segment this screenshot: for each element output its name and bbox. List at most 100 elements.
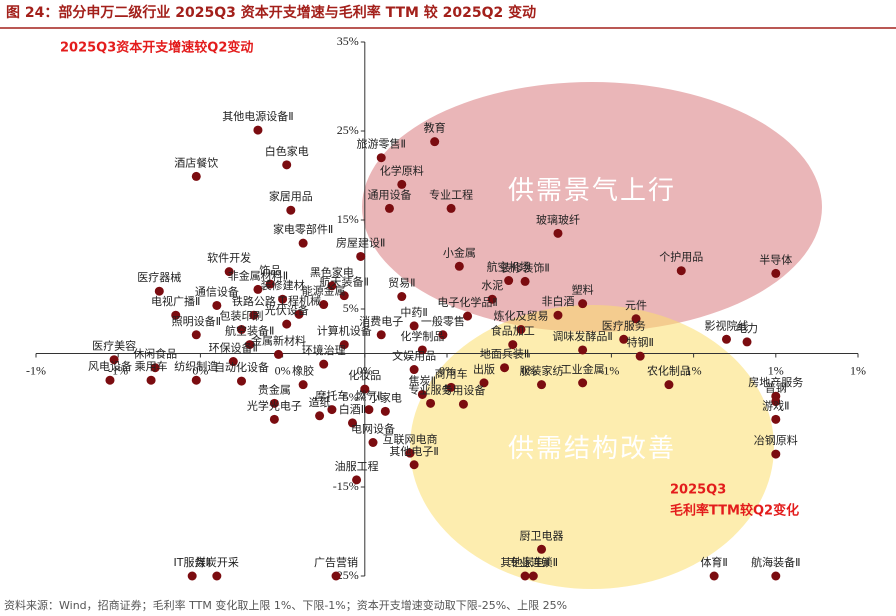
y-tick-label: 5%	[343, 301, 359, 315]
point	[319, 300, 329, 310]
point-label: 小家电	[369, 390, 402, 404]
point	[154, 286, 164, 296]
point	[619, 334, 629, 344]
point-label: 化学制品	[400, 329, 444, 343]
point-label: 房地产服务	[748, 375, 803, 389]
x-axis-label: 毛利率TTM较Q2变化	[670, 503, 799, 519]
point-label: 房屋建设Ⅱ	[336, 235, 385, 249]
point-label: 调味发酵品Ⅱ	[552, 329, 612, 343]
y-tick-label: -5%	[339, 390, 359, 404]
point-label: 玻璃玻纤	[536, 212, 580, 226]
point-label: 电子化学品Ⅱ	[437, 295, 497, 309]
point-label: 金属新材料	[251, 333, 306, 347]
point-label: 其他电子Ⅱ	[389, 445, 438, 458]
point-label: 医疗服务	[602, 318, 646, 332]
point	[578, 299, 588, 309]
zone-top	[362, 82, 822, 332]
point	[360, 384, 370, 394]
point-label: 小金属	[443, 245, 476, 259]
point	[520, 571, 530, 581]
point	[187, 571, 197, 581]
point	[553, 228, 563, 238]
point-label: 食品加工	[491, 324, 535, 338]
point-label: 纺织制造	[174, 359, 218, 373]
point	[676, 266, 686, 276]
point	[446, 382, 456, 392]
point	[150, 363, 160, 373]
point	[397, 179, 407, 189]
x-tick-label: 1%	[768, 363, 784, 377]
x-tick-label: 0%	[275, 363, 291, 377]
point	[282, 319, 292, 329]
x-tick-label: 0%	[192, 363, 208, 377]
point	[446, 203, 456, 213]
point	[500, 363, 510, 373]
point	[504, 276, 514, 286]
point-label: 风电设备	[88, 359, 132, 373]
point-label: 白酒Ⅱ	[339, 402, 366, 416]
point	[269, 414, 279, 424]
point-label: 造纸	[309, 395, 331, 409]
point-label: 航空装备Ⅱ	[225, 324, 274, 338]
point	[771, 414, 781, 424]
point	[430, 137, 440, 147]
point	[664, 380, 674, 390]
point-label: 工程机械	[277, 293, 321, 307]
point-label: 家电零部件Ⅱ	[273, 222, 333, 236]
x-tick-label: -1%	[26, 363, 46, 377]
point	[278, 294, 288, 304]
point-label: 互联网电商	[383, 432, 438, 446]
point-label: 装修装饰Ⅱ	[500, 260, 549, 274]
point	[237, 324, 246, 334]
point	[315, 411, 325, 421]
point-label: 包装印刷	[220, 309, 264, 322]
point-label: 酒店餐饮	[174, 155, 218, 169]
point-label: 饰品	[259, 263, 281, 277]
point-label: 农化制品	[647, 364, 691, 378]
point	[508, 340, 518, 350]
point	[364, 405, 374, 415]
point-label: 普钢	[765, 381, 787, 395]
point-label: 教育	[424, 121, 446, 135]
point-label: 其他电源设备Ⅱ	[222, 109, 293, 123]
point-label: 地面兵装Ⅱ	[480, 348, 529, 361]
point-label: 中药Ⅱ	[400, 306, 427, 319]
point-label: 旅游零售Ⅱ	[357, 137, 406, 151]
point	[709, 571, 719, 581]
point-label: 元件	[625, 299, 647, 312]
point-label: 出版	[473, 362, 495, 376]
point-label: 橡胶	[292, 364, 314, 378]
point-label: 油服工程	[335, 459, 379, 473]
point-label: 其他家电Ⅱ	[500, 555, 549, 569]
zone-bottom-label: 供需结构改善	[508, 434, 676, 464]
x-tick-label: 0%	[357, 363, 373, 377]
point	[228, 357, 238, 367]
point	[417, 345, 427, 355]
point-label: 特钢Ⅱ	[626, 335, 653, 349]
y-tick-label: 15%	[337, 212, 359, 226]
point-label: 乘用车	[135, 359, 168, 373]
point	[253, 284, 263, 294]
point	[298, 380, 308, 390]
point-label: 非金属材料Ⅱ	[228, 268, 288, 282]
point-label: 休闲食品	[133, 347, 177, 361]
point	[771, 397, 781, 407]
point	[298, 238, 308, 248]
point	[237, 376, 246, 386]
point-label: 服装家纺	[520, 364, 564, 378]
point-label: 文娱用品	[392, 349, 436, 363]
point	[191, 330, 201, 340]
point-label: 白色家电	[265, 144, 309, 158]
y-axis-label: 2025Q3资本开支增速较Q2变动	[60, 40, 253, 56]
x-tick-label: 1%	[686, 363, 702, 377]
point-label: 专业工程	[429, 187, 473, 201]
point-label: 电网设备	[351, 422, 395, 436]
point	[454, 261, 464, 271]
point	[368, 438, 378, 447]
point	[327, 281, 337, 291]
point-label: 化学原料	[380, 163, 424, 177]
point	[269, 398, 279, 408]
y-tick-label: -15%	[333, 479, 359, 493]
point-label: 航天装备Ⅱ	[320, 275, 369, 289]
point	[265, 279, 275, 289]
